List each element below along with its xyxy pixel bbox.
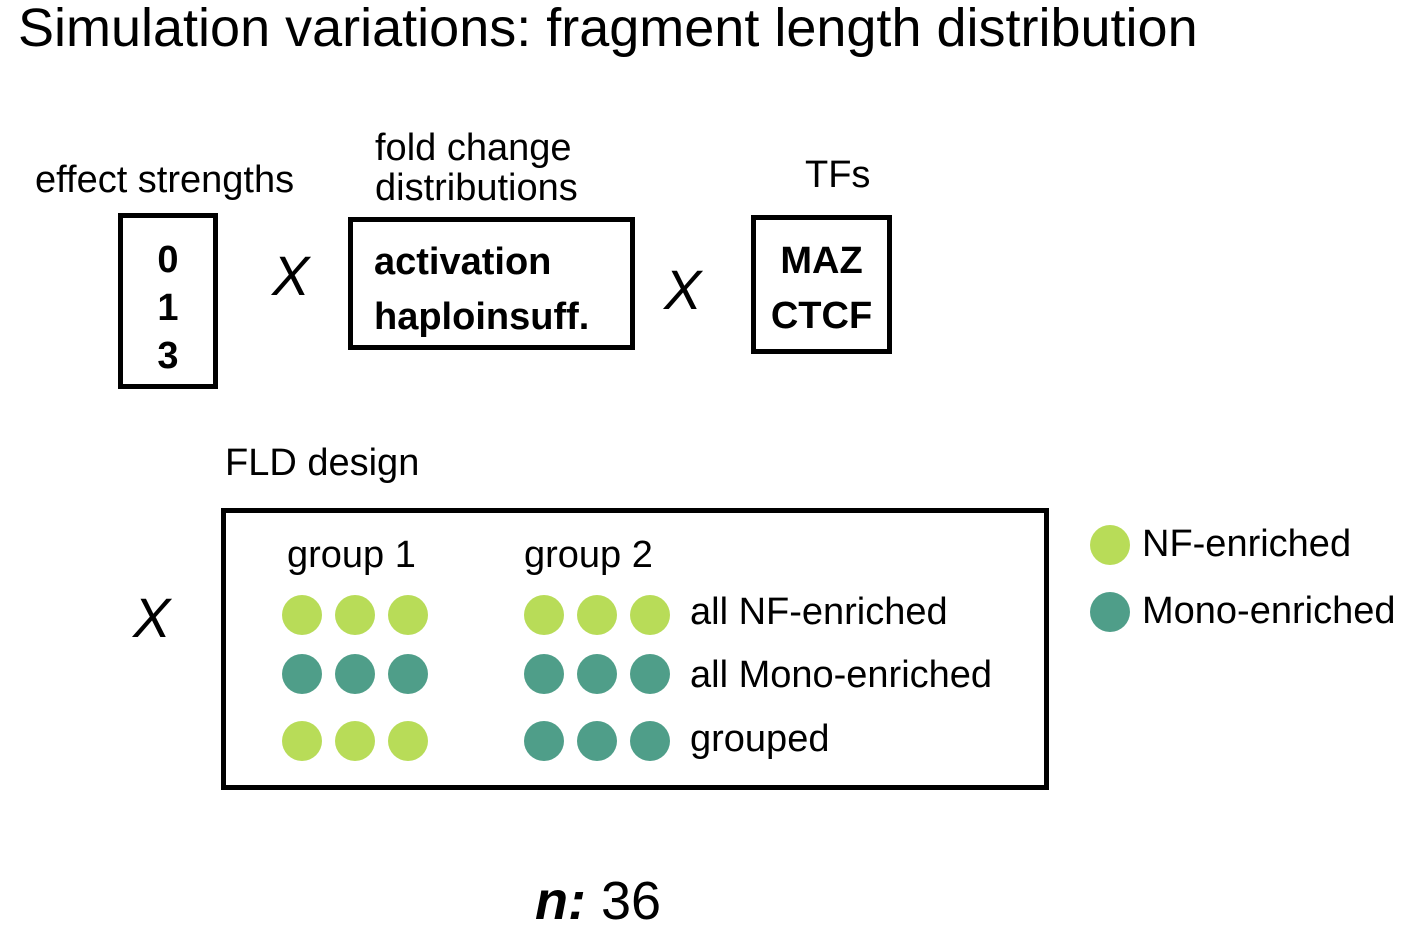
fold-change-value: activation: [374, 241, 552, 283]
group1-nf-dot: [335, 721, 375, 761]
fold-change-label: fold change distributions: [375, 128, 578, 208]
fld-row-label: all NF-enriched: [690, 591, 948, 633]
group2-mono-dot: [630, 721, 670, 761]
legend-nf-dot: [1090, 525, 1130, 565]
group1-nf-dot: [282, 595, 322, 635]
fld-design-box: [221, 508, 1049, 790]
fold-change-label-line2: distributions: [375, 167, 578, 209]
effect-strength-value: 1: [157, 287, 179, 329]
times-symbol: X: [133, 586, 171, 649]
legend-label: NF-enriched: [1142, 523, 1352, 565]
group2-nf-dot: [577, 595, 617, 635]
group1-mono-dot: [335, 654, 375, 694]
group1-label: group 1: [287, 534, 416, 576]
group1-nf-dot: [388, 721, 428, 761]
fld-row-label: all Mono-enriched: [690, 654, 993, 696]
group2-nf-dot: [524, 595, 564, 635]
times-symbol: X: [664, 258, 702, 321]
tfs-box: MAZ CTCF: [751, 215, 892, 354]
group1-mono-dot: [388, 654, 428, 694]
fold-change-value: haploinsuff.: [374, 296, 590, 338]
legend-label: Mono-enriched: [1142, 590, 1396, 632]
times-symbol: X: [272, 244, 310, 307]
group2-mono-dot: [577, 654, 617, 694]
tfs-label: TFs: [805, 154, 871, 196]
fold-change-box: activation haploinsuff.: [348, 217, 635, 350]
fld-row-label: grouped: [690, 718, 830, 760]
group2-mono-dot: [577, 721, 617, 761]
tf-value: MAZ: [780, 240, 863, 282]
group2-label: group 2: [524, 534, 653, 576]
effect-strengths-label: effect strengths: [35, 159, 295, 201]
effect-strengths-box: 0 1 3: [118, 213, 218, 389]
group2-mono-dot: [524, 654, 564, 694]
n-key: n:: [535, 871, 586, 931]
fld-design-label: FLD design: [225, 442, 420, 484]
tf-value: CTCF: [770, 295, 873, 337]
fold-change-label-line1: fold change: [375, 127, 572, 169]
group2-mono-dot: [524, 721, 564, 761]
effect-strength-value: 0: [157, 239, 179, 281]
group2-mono-dot: [630, 654, 670, 694]
group1-nf-dot: [335, 595, 375, 635]
legend-mono-dot: [1090, 592, 1130, 632]
group1-mono-dot: [282, 654, 322, 694]
n-count: n: 36: [535, 873, 661, 929]
group1-nf-dot: [388, 595, 428, 635]
effect-strength-value: 3: [157, 335, 179, 377]
diagram-title: Simulation variations: fragment length d…: [18, 0, 1198, 58]
n-value: 36: [600, 871, 662, 931]
group1-nf-dot: [282, 721, 322, 761]
group2-nf-dot: [630, 595, 670, 635]
